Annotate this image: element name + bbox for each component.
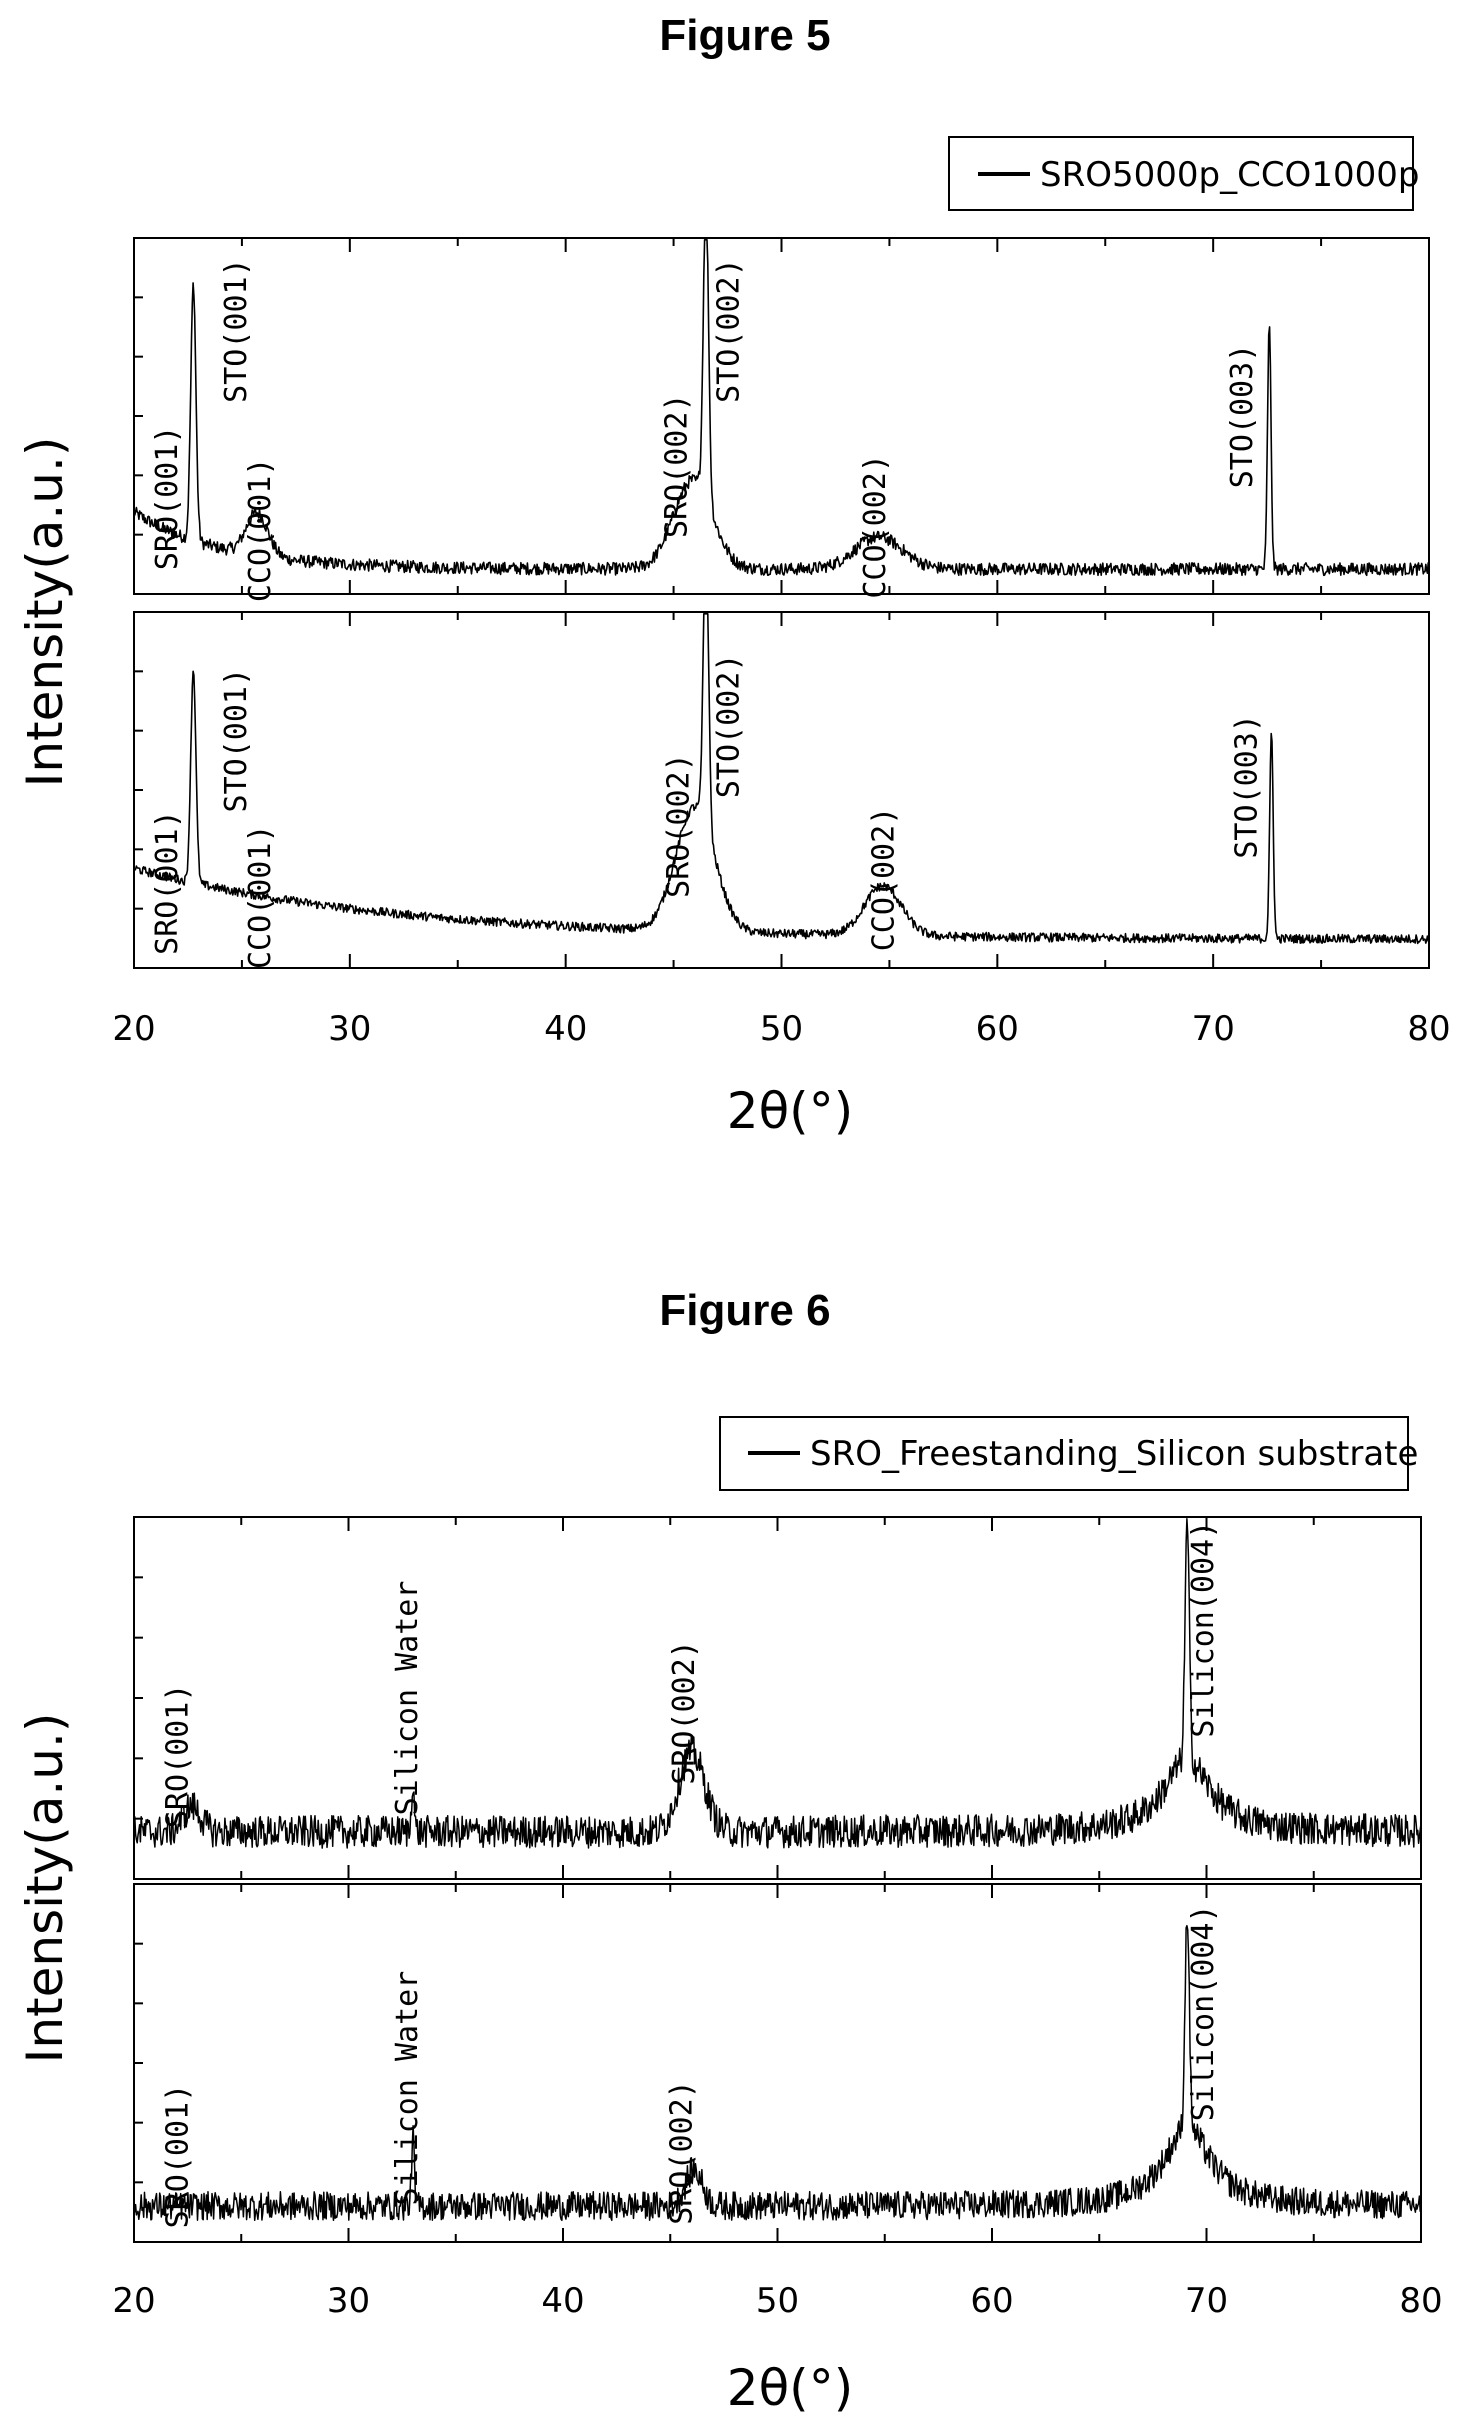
peak-label: SRO(002)	[662, 753, 697, 898]
figure-6-bottom-ticks	[133, 1884, 1422, 2242]
peak-label: Silicon Water	[390, 1581, 425, 1816]
figure-6-legend-label: SRO_Freestanding_Silicon substrate	[810, 1434, 1418, 1474]
x-tick-label: 60	[970, 2281, 1013, 2321]
peak-label: STO(002)	[711, 654, 746, 799]
peak-label: STO(003)	[1225, 344, 1260, 489]
peak-label: SRO(002)	[665, 2080, 700, 2225]
peak-label: SRO(002)	[667, 1640, 702, 1785]
figure-5-top-series-line	[133, 239, 1430, 577]
peak-label: Silicon(004)	[1186, 1521, 1221, 1738]
figure-6-ylabel: Intensity(a.u.)	[16, 1713, 74, 2064]
peak-label: CCO(001)	[243, 458, 278, 603]
peak-label: STO(003)	[1229, 714, 1264, 859]
x-tick-label: 80	[1399, 2281, 1442, 2321]
figure-5-title: Figure 5	[659, 11, 830, 60]
figure-5-x-tick-labels: 20 30 40 50 60 70 80	[112, 1009, 1450, 1049]
figure-5-xlabel: 2θ(°)	[727, 1082, 853, 1140]
x-tick-label: 50	[760, 1009, 803, 1049]
figure-6-top-series-line	[133, 1518, 1422, 1849]
x-tick-label: 80	[1407, 1009, 1450, 1049]
figure-6-legend-box	[719, 1416, 1409, 1491]
figure-5-legend-label: SRO5000p_CCO1000p	[1040, 155, 1419, 195]
peak-label: CCO(002)	[858, 454, 893, 599]
figure-5-top-ticks	[133, 238, 1430, 594]
x-tick-label: 60	[976, 1009, 1019, 1049]
figure-5-panel-top: SRO(001) STO(001) CCO(001) SRO(002) STO(002)…	[133, 237, 1430, 602]
peak-label: SRO(001)	[161, 2084, 196, 2229]
peak-label: STO(001)	[219, 668, 254, 813]
figure-6-bottom-peak-labels: SRO(001) Silicon Water SRO(002) Silicon(004…	[161, 1905, 1221, 2229]
figure-6-xlabel: 2θ(°)	[727, 2359, 853, 2417]
peak-label: SRO(002)	[660, 394, 695, 539]
figure-6-legend: SRO_Freestanding_Silicon substrate	[719, 1416, 1418, 1491]
figure-5-ylabel: Intensity(a.u.)	[16, 437, 74, 788]
x-tick-label: 40	[541, 2281, 584, 2321]
figure-5-top-peak-labels: SRO(001) STO(001) CCO(001) SRO(002) STO(002)…	[150, 258, 1260, 602]
peak-label: CCO(001)	[243, 825, 278, 970]
x-tick-label: 20	[112, 2281, 155, 2321]
figure-6-top-peak-labels: SRO(001) Silicon Water SRO(002) Silicon(004…	[161, 1521, 1221, 1828]
figure-6-bottom-series-line	[133, 1924, 1422, 2222]
x-tick-label: 40	[544, 1009, 587, 1049]
figure-6: Figure 6 SRO_Freestanding_Silicon substr…	[16, 1286, 1443, 2417]
figure-6-panel-top: SRO(001) Silicon Water SRO(002) Silicon(004…	[133, 1516, 1422, 1880]
figure-5: Figure 5 SRO5000p_CCO1000p Intensity(a.u…	[16, 11, 1451, 1140]
figure-6-top-ticks	[133, 1517, 1422, 1879]
peak-label: Silicon(004)	[1186, 1905, 1221, 2122]
peak-label: Silicon Water	[390, 1971, 425, 2206]
figure-6-x-tick-labels: 20 30 40 50 60 70 80	[112, 2281, 1442, 2321]
figure-6-panel-bottom: SRO(001) Silicon Water SRO(002) Silicon(004…	[133, 1883, 1422, 2243]
x-tick-label: 50	[756, 2281, 799, 2321]
peak-label: STO(001)	[219, 258, 254, 403]
peak-label: SRO(001)	[150, 426, 185, 571]
peak-label: SRO(001)	[161, 1684, 196, 1829]
figure-6-title: Figure 6	[659, 1286, 830, 1335]
peak-label: SRO(001)	[150, 810, 185, 955]
x-tick-label: 30	[327, 2281, 370, 2321]
peak-label: CCO(002)	[867, 807, 902, 952]
figure-6-panel-bottom-frame	[133, 1883, 1422, 2243]
x-tick-label: 70	[1185, 2281, 1228, 2321]
figure-5-legend: SRO5000p_CCO1000p	[948, 136, 1419, 211]
figure-5-bottom-ticks	[133, 612, 1430, 968]
x-tick-label: 20	[112, 1009, 155, 1049]
x-tick-label: 30	[328, 1009, 371, 1049]
figure-5-bottom-series-line	[133, 613, 1430, 945]
x-tick-label: 70	[1192, 1009, 1235, 1049]
peak-label: STO(002)	[711, 258, 746, 403]
figure-5-panel-bottom: SRO(001) STO(001) CCO(001) SRO(002) STO(002)…	[133, 611, 1430, 969]
figure-5-bottom-peak-labels: SRO(001) STO(001) CCO(001) SRO(002) STO(002)…	[150, 654, 1264, 969]
